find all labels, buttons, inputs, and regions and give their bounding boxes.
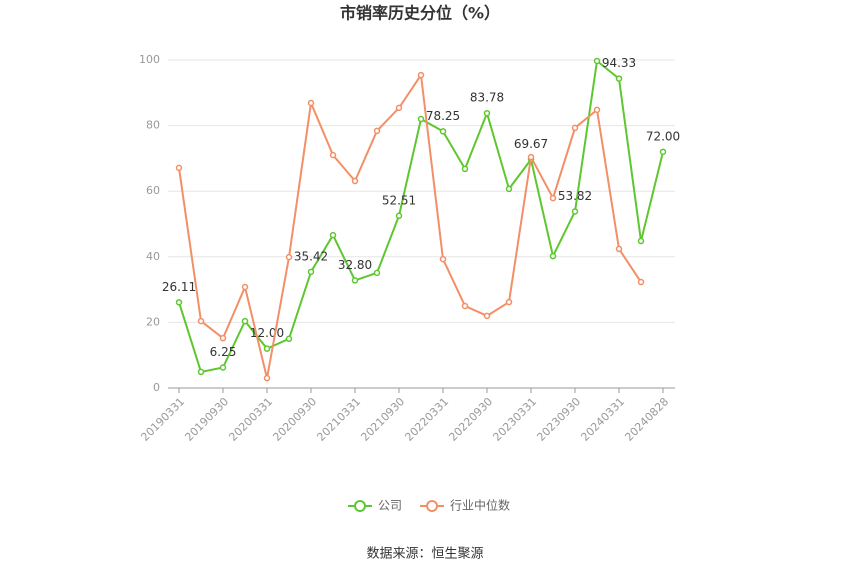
data-point [483,109,491,117]
x-tick-label: 20240828 [622,395,671,444]
data-point [461,165,469,173]
data-point [439,255,447,263]
data-point [307,99,315,107]
x-tick-label: 20200930 [270,395,319,444]
y-tick-label: 80 [146,119,160,132]
data-point [593,106,601,114]
x-tick-label: 20230331 [490,395,539,444]
data-point [571,124,579,132]
data-point [417,71,425,79]
data-label: 53.82 [558,189,592,203]
y-tick-label: 0 [153,381,160,394]
y-tick-label: 40 [146,250,160,263]
data-point [241,317,249,325]
data-label: 6.25 [210,345,237,359]
data-label: 35.42 [294,249,328,263]
data-point [351,177,359,185]
data-label: 94.33 [602,56,636,70]
data-point [263,345,271,352]
y-tick-label: 20 [146,315,160,328]
data-point [395,104,403,112]
data-point [175,299,183,306]
data-point [329,231,337,239]
data-label: 52.51 [382,193,416,207]
x-tick-label: 20190331 [138,395,187,444]
x-tick-label: 20210331 [314,395,363,444]
data-point [637,237,645,245]
data-point [219,364,227,371]
data-point [351,277,359,284]
data-label: 72.00 [646,129,680,143]
data-point [197,317,205,325]
x-tick-label: 20220331 [402,395,451,444]
data-label: 83.78 [470,91,504,105]
legend-label: 行业中位数 [450,498,510,513]
legend-marker [426,500,439,512]
data-label: 78.25 [426,109,460,123]
data-point [219,334,227,342]
data-point [593,57,601,65]
data-point [505,298,513,306]
legend-item: 公司 [348,499,402,513]
data-point [505,185,513,193]
series-line [178,72,642,379]
data-point [329,151,337,159]
y-tick-label: 60 [146,184,160,197]
source-note: 数据来源：恒生聚源 [366,547,483,562]
data-label: 69.67 [514,137,548,151]
data-point [175,164,183,172]
x-tick-label: 20220930 [446,395,495,444]
data-point [395,212,403,220]
data-point [659,148,667,156]
y-tick-label: 100 [139,53,160,66]
data-label: 26.11 [162,280,196,294]
x-tick-label: 20190930 [182,395,231,444]
x-tick-label: 20200331 [226,395,275,444]
legend-marker [354,500,366,512]
legend-label: 公司 [378,499,402,513]
data-point [571,208,579,215]
data-point [637,278,645,286]
data-point [285,253,293,261]
data-point [527,153,535,161]
data-point [549,194,557,202]
data-point [483,312,491,320]
data-point [439,128,447,135]
x-tick-label: 20240331 [578,395,627,444]
data-point [263,374,271,382]
data-point [373,127,381,135]
legend-item: 行业中位数 [420,498,510,513]
data-label: 32.80 [338,258,372,272]
data-point [197,368,205,376]
x-tick-label: 20230930 [534,395,583,444]
x-tick-label: 20210930 [358,395,407,444]
data-point [549,252,557,260]
data-point [417,115,425,123]
data-point [373,269,381,277]
chart-title: 市销率历史分位（%） [340,4,500,23]
data-point [307,268,315,276]
data-point [461,302,469,310]
data-point [285,335,293,343]
data-point [615,75,623,82]
data-point [615,245,623,253]
data-point [241,283,249,291]
